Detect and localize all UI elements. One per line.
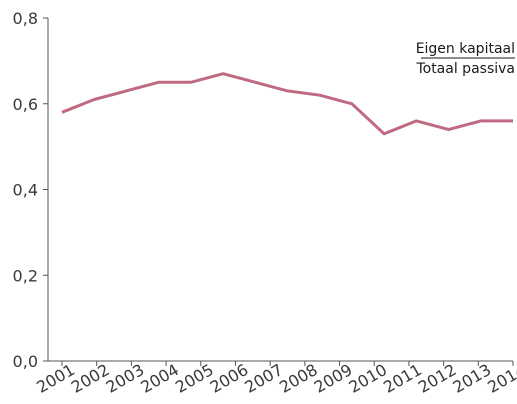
legend: Eigen kapitaal Totaal passiva [415, 41, 515, 77]
y-tick-label: 0,6 [13, 95, 38, 114]
legend-numerator: Eigen kapitaal [416, 41, 515, 57]
x-tick-label: 2014 [484, 360, 517, 397]
series-group [61, 72, 513, 136]
x-axis-ticks: 2001200220032004200520062007200820092010… [33, 360, 517, 397]
legend-denominator: Totaal passiva [415, 61, 515, 77]
y-tick-label: 0,2 [13, 266, 38, 285]
y-tick-label: 0,8 [13, 9, 38, 28]
y-tick-label: 0,4 [13, 181, 38, 200]
y-tick-label: 0,0 [13, 352, 38, 371]
axes [47, 18, 513, 362]
series-line [61, 72, 513, 136]
y-axis-ticks: 0,0 0,2 0,4 0,6 0,8 [13, 9, 48, 371]
